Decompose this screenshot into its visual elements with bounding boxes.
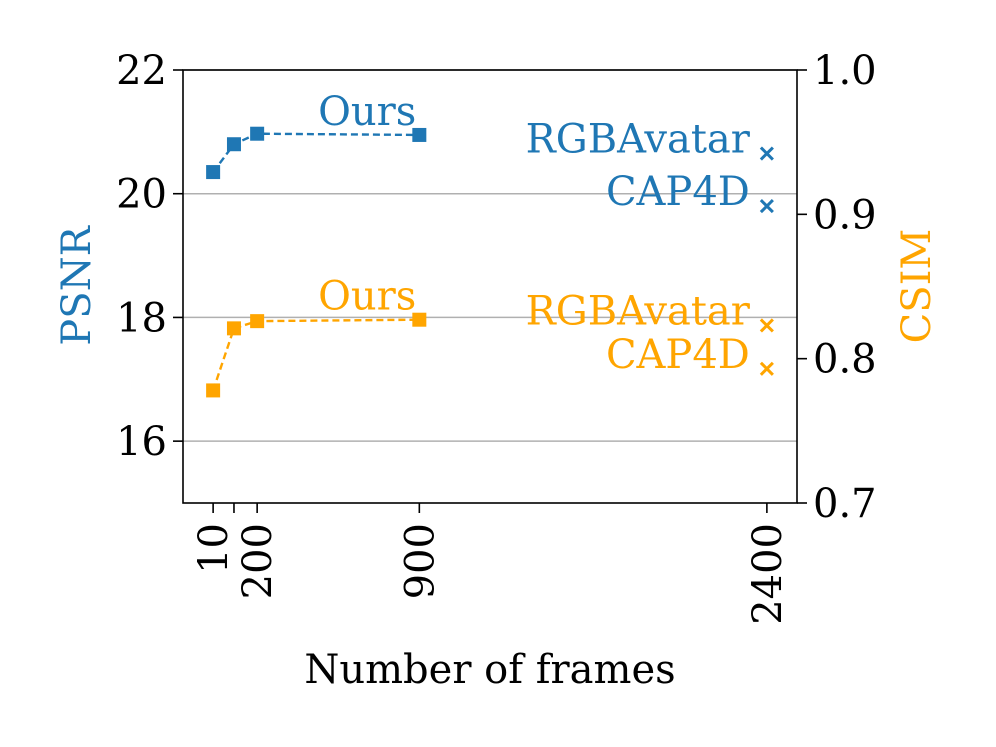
right-tick-label: 0.7 (813, 481, 877, 527)
x-tick-label: 200 (235, 523, 281, 599)
x-tick-label: 2400 (745, 523, 791, 625)
right-axis-title: CSIM (894, 229, 940, 344)
series-label: RGBAvatar (526, 117, 751, 163)
x-tick-label: 900 (397, 523, 443, 599)
square-marker (226, 321, 241, 336)
right-tick-label: 0.9 (813, 192, 877, 238)
square-marker (412, 127, 427, 142)
x-marker (759, 199, 774, 214)
square-marker (206, 383, 221, 398)
series-lines (211, 132, 420, 391)
series-line (211, 318, 420, 391)
square-marker (206, 165, 221, 180)
left-axis-title: PSNR (54, 224, 100, 345)
x-marker (759, 361, 774, 376)
x-tick-label: 10 (191, 523, 237, 574)
series-line (212, 132, 420, 173)
square-marker (250, 126, 265, 141)
series-label: CAP4D (606, 169, 750, 215)
series-label: CAP4D (606, 332, 750, 378)
left-axis-ticks: 16 18 20 22 (116, 48, 183, 465)
series-label: Ours (318, 274, 416, 320)
square-marker (226, 137, 241, 152)
left-tick-label: 16 (116, 419, 167, 465)
left-tick-label: 22 (116, 48, 167, 94)
series-markers (206, 126, 774, 398)
right-tick-label: 0.8 (813, 337, 877, 383)
left-tick-label: 20 (116, 172, 167, 218)
square-marker (412, 312, 427, 327)
x-axis-title: Number of frames (304, 647, 675, 693)
square-marker (250, 314, 265, 329)
right-axis-ticks: 0.7 0.8 0.9 1.0 (797, 48, 877, 527)
plot-frame (182, 69, 798, 504)
left-tick-label: 18 (116, 295, 167, 341)
x-marker (759, 146, 774, 161)
series-label: Ours (318, 89, 416, 135)
plot-border (182, 69, 798, 504)
right-tick-label: 1.0 (813, 48, 877, 94)
series-label: RGBAvatar (526, 288, 751, 334)
x-marker (759, 318, 774, 333)
